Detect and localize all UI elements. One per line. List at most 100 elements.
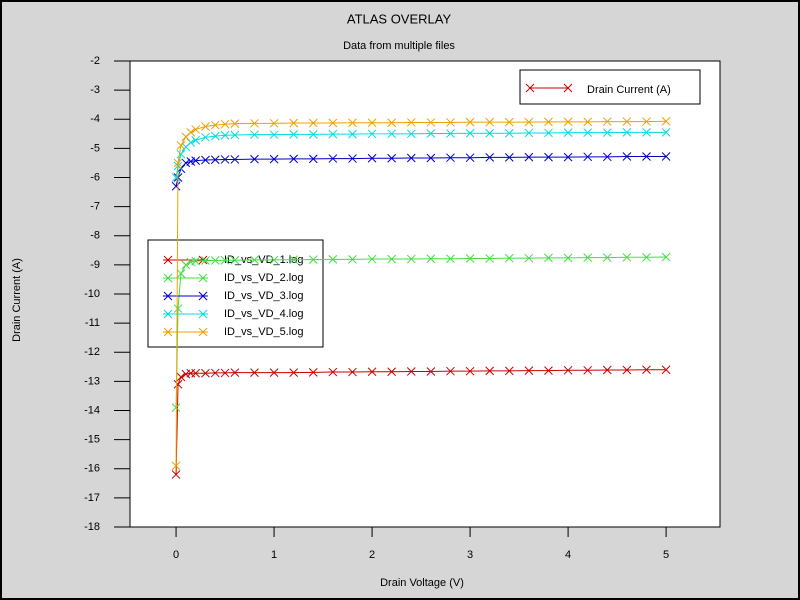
x-tick-label: 5	[663, 549, 669, 561]
data-point	[191, 125, 201, 134]
data-point	[426, 254, 436, 264]
data-point	[524, 366, 534, 375]
data-point	[201, 132, 210, 142]
data-point	[583, 128, 593, 138]
y-tick-label: -17	[84, 492, 100, 504]
data-point	[176, 149, 186, 159]
data-point	[485, 366, 495, 376]
y-tick-label: -8	[90, 230, 100, 242]
data-point	[308, 154, 318, 164]
data-point	[348, 129, 357, 139]
data-point	[504, 117, 514, 127]
y-tick-label: -13	[84, 375, 100, 387]
y-tick-label: -2	[90, 55, 100, 67]
series-line	[175, 156, 667, 187]
y-tick-label: -6	[90, 171, 100, 183]
data-point	[661, 365, 671, 375]
x-tick-label: 4	[565, 549, 571, 561]
data-point	[642, 117, 651, 126]
data-point	[367, 118, 377, 128]
data-point	[426, 367, 436, 376]
data-point	[176, 372, 186, 382]
data-point	[171, 173, 181, 182]
data-point	[186, 138, 196, 147]
data-point	[367, 129, 377, 139]
data-point	[220, 368, 230, 378]
data-point	[583, 152, 593, 162]
data-point	[406, 367, 416, 376]
data-point	[289, 154, 299, 164]
data-point	[465, 366, 475, 376]
data-point	[328, 118, 338, 128]
data-point	[544, 128, 553, 138]
legend-label: ID_vs_VD_3.log	[224, 290, 304, 302]
y-tick-label: -11	[85, 317, 100, 329]
legend-marker	[198, 291, 208, 301]
data-point	[446, 254, 455, 264]
y-tick-label: -12	[84, 346, 100, 358]
data-point	[191, 156, 201, 165]
quantity-legend-box	[519, 69, 701, 105]
data-point	[485, 153, 495, 162]
data-point	[387, 129, 397, 139]
data-point	[622, 252, 632, 262]
quantity-legend-label: Drain Current (A)	[587, 84, 671, 96]
legend-marker	[198, 273, 208, 283]
data-point	[230, 130, 240, 140]
data-point	[348, 254, 357, 264]
data-point	[602, 365, 612, 375]
data-point	[544, 253, 553, 263]
data-point	[622, 365, 632, 375]
data-point	[289, 368, 299, 377]
data-point	[465, 117, 475, 127]
y-axis-label: Drain Current (A)	[11, 258, 23, 342]
data-point	[524, 117, 534, 127]
data-point	[220, 255, 230, 265]
chart-title: ATLAS OVERLAY	[347, 11, 452, 26]
data-point	[583, 253, 593, 262]
data-point	[367, 153, 377, 163]
data-point	[465, 128, 475, 138]
data-point	[583, 365, 593, 375]
data-point	[210, 120, 220, 130]
y-tick-label: -9	[90, 259, 100, 271]
x-tick-label: 1	[271, 549, 277, 561]
data-point	[524, 253, 534, 263]
data-point	[186, 128, 196, 137]
data-point	[173, 158, 183, 168]
data-point	[201, 122, 210, 131]
data-point	[661, 128, 671, 137]
data-point	[406, 254, 416, 264]
data-point	[642, 128, 651, 137]
data-point	[171, 461, 181, 471]
data-point	[504, 128, 514, 138]
legend-marker	[163, 273, 173, 283]
data-point	[661, 252, 671, 262]
data-point	[250, 154, 259, 164]
data-point	[524, 128, 534, 138]
data-point	[426, 118, 436, 127]
data-point	[524, 152, 534, 162]
data-point	[230, 155, 240, 164]
data-point	[181, 260, 191, 270]
series-line	[175, 120, 667, 466]
data-point	[328, 254, 338, 264]
data-point	[367, 367, 377, 377]
data-point	[642, 252, 651, 262]
chart-subtitle: Data from multiple files	[343, 40, 455, 52]
data-point	[308, 367, 318, 377]
x-tick-label: 3	[467, 549, 473, 561]
data-point	[230, 119, 240, 128]
data-point	[269, 255, 279, 265]
data-point	[250, 255, 259, 265]
data-point	[406, 118, 416, 127]
data-point	[191, 135, 201, 145]
legend-marker	[198, 309, 208, 319]
series-line	[175, 256, 667, 408]
x-tick-label: 0	[173, 549, 179, 561]
data-point	[220, 155, 230, 164]
legend-label: ID_vs_VD_2.log	[224, 272, 304, 284]
data-point	[504, 253, 514, 263]
data-point	[661, 152, 671, 161]
